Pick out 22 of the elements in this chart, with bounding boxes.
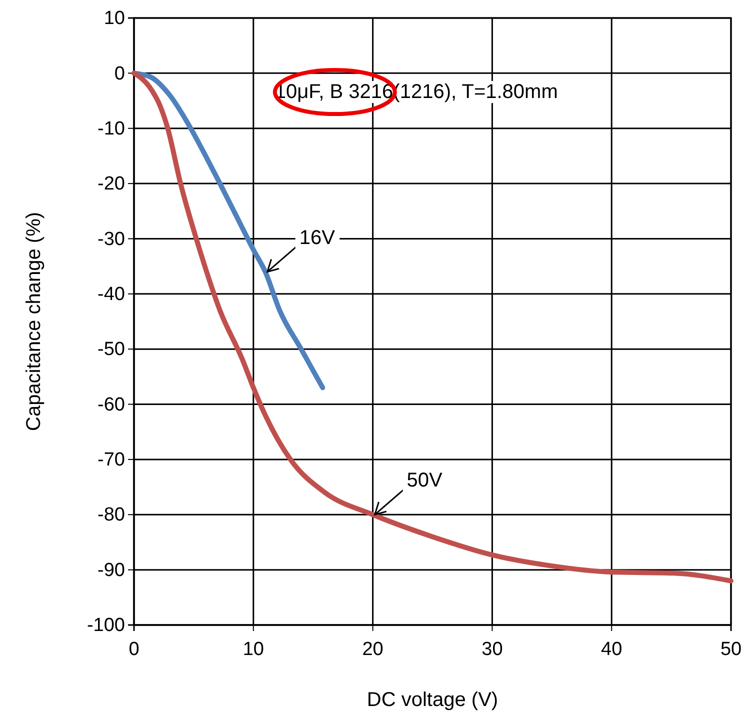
y-tick-label: -60 bbox=[98, 394, 125, 416]
x-axis-title: DC voltage (V) bbox=[366, 689, 498, 711]
y-axis-title: Capacitance change (%) bbox=[23, 212, 45, 432]
y-tick-label: -100 bbox=[86, 615, 125, 636]
y-tick-label: -70 bbox=[98, 450, 125, 471]
y-tick-label: -40 bbox=[98, 284, 125, 305]
x-tick-label: 40 bbox=[601, 638, 622, 660]
x-tick-label: 0 bbox=[128, 638, 140, 660]
x-tick-label: 20 bbox=[362, 638, 384, 660]
x-tick-label: 50 bbox=[720, 638, 742, 660]
x-tick-label: 30 bbox=[482, 638, 503, 660]
y-tick-label: -30 bbox=[98, 228, 125, 250]
y-tick-label: -80 bbox=[98, 504, 125, 526]
y-tick-label: -20 bbox=[98, 174, 125, 195]
y-tick-label: -90 bbox=[98, 560, 125, 581]
text: 16V bbox=[299, 226, 336, 249]
y-tick-label: -10 bbox=[98, 118, 125, 140]
x-tick-label: 10 bbox=[242, 638, 264, 660]
series-label: 50V bbox=[406, 470, 444, 492]
y-tick-label: 10 bbox=[104, 8, 125, 30]
y-tick-label: -50 bbox=[98, 339, 125, 360]
y-tick-label: 0 bbox=[114, 63, 125, 84]
